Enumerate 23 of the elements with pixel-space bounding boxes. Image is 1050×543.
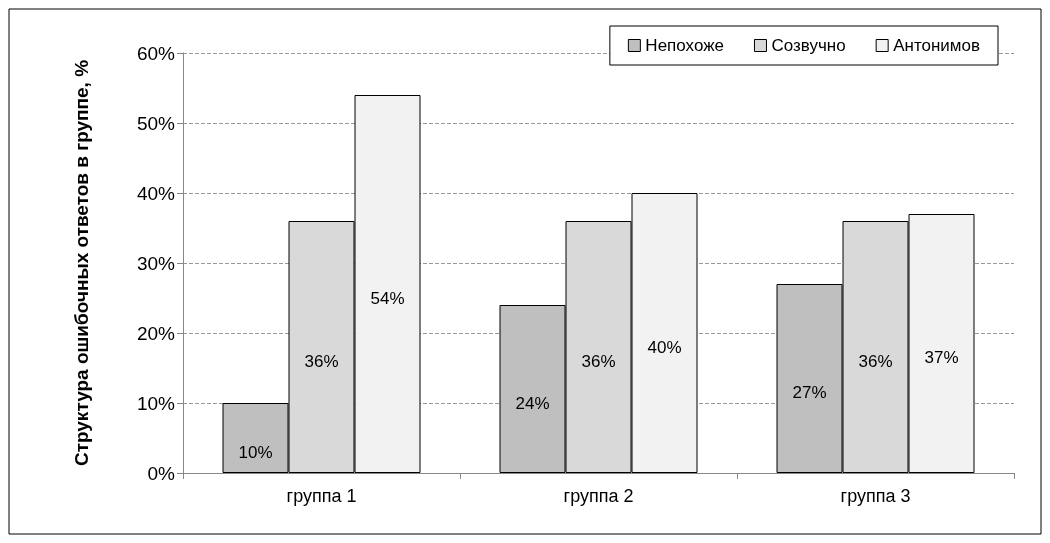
y-tick-label: 50% [136, 112, 176, 134]
data-label: 37% [924, 348, 959, 367]
legend-label: Антонимов [893, 36, 981, 55]
data-label: 36% [858, 351, 893, 371]
data-label: 10% [238, 442, 273, 462]
y-tick-label: 10% [136, 392, 176, 414]
y-tick-label: 60% [136, 42, 176, 64]
x-tick-label: группа 2 [563, 486, 634, 506]
data-label: 54% [370, 288, 405, 308]
data-label: 36% [581, 351, 616, 371]
data-label: 27% [792, 383, 827, 402]
data-label: 36% [304, 351, 339, 371]
y-tick-label: 20% [136, 322, 176, 344]
y-tick-label: 0% [147, 462, 176, 484]
y-tick-label: 40% [136, 182, 176, 204]
y-axis-title: Структура ошибочных ответов в группе, % [70, 59, 92, 467]
x-tick-label: группа 3 [840, 486, 911, 506]
data-label: 24% [515, 393, 550, 413]
legend-label: Созвучно [771, 36, 846, 55]
data-label: 40% [647, 337, 682, 357]
legend-label: Непохоже [645, 36, 724, 55]
x-tick-label: группа 1 [286, 486, 357, 506]
y-tick-label: 30% [136, 252, 176, 274]
